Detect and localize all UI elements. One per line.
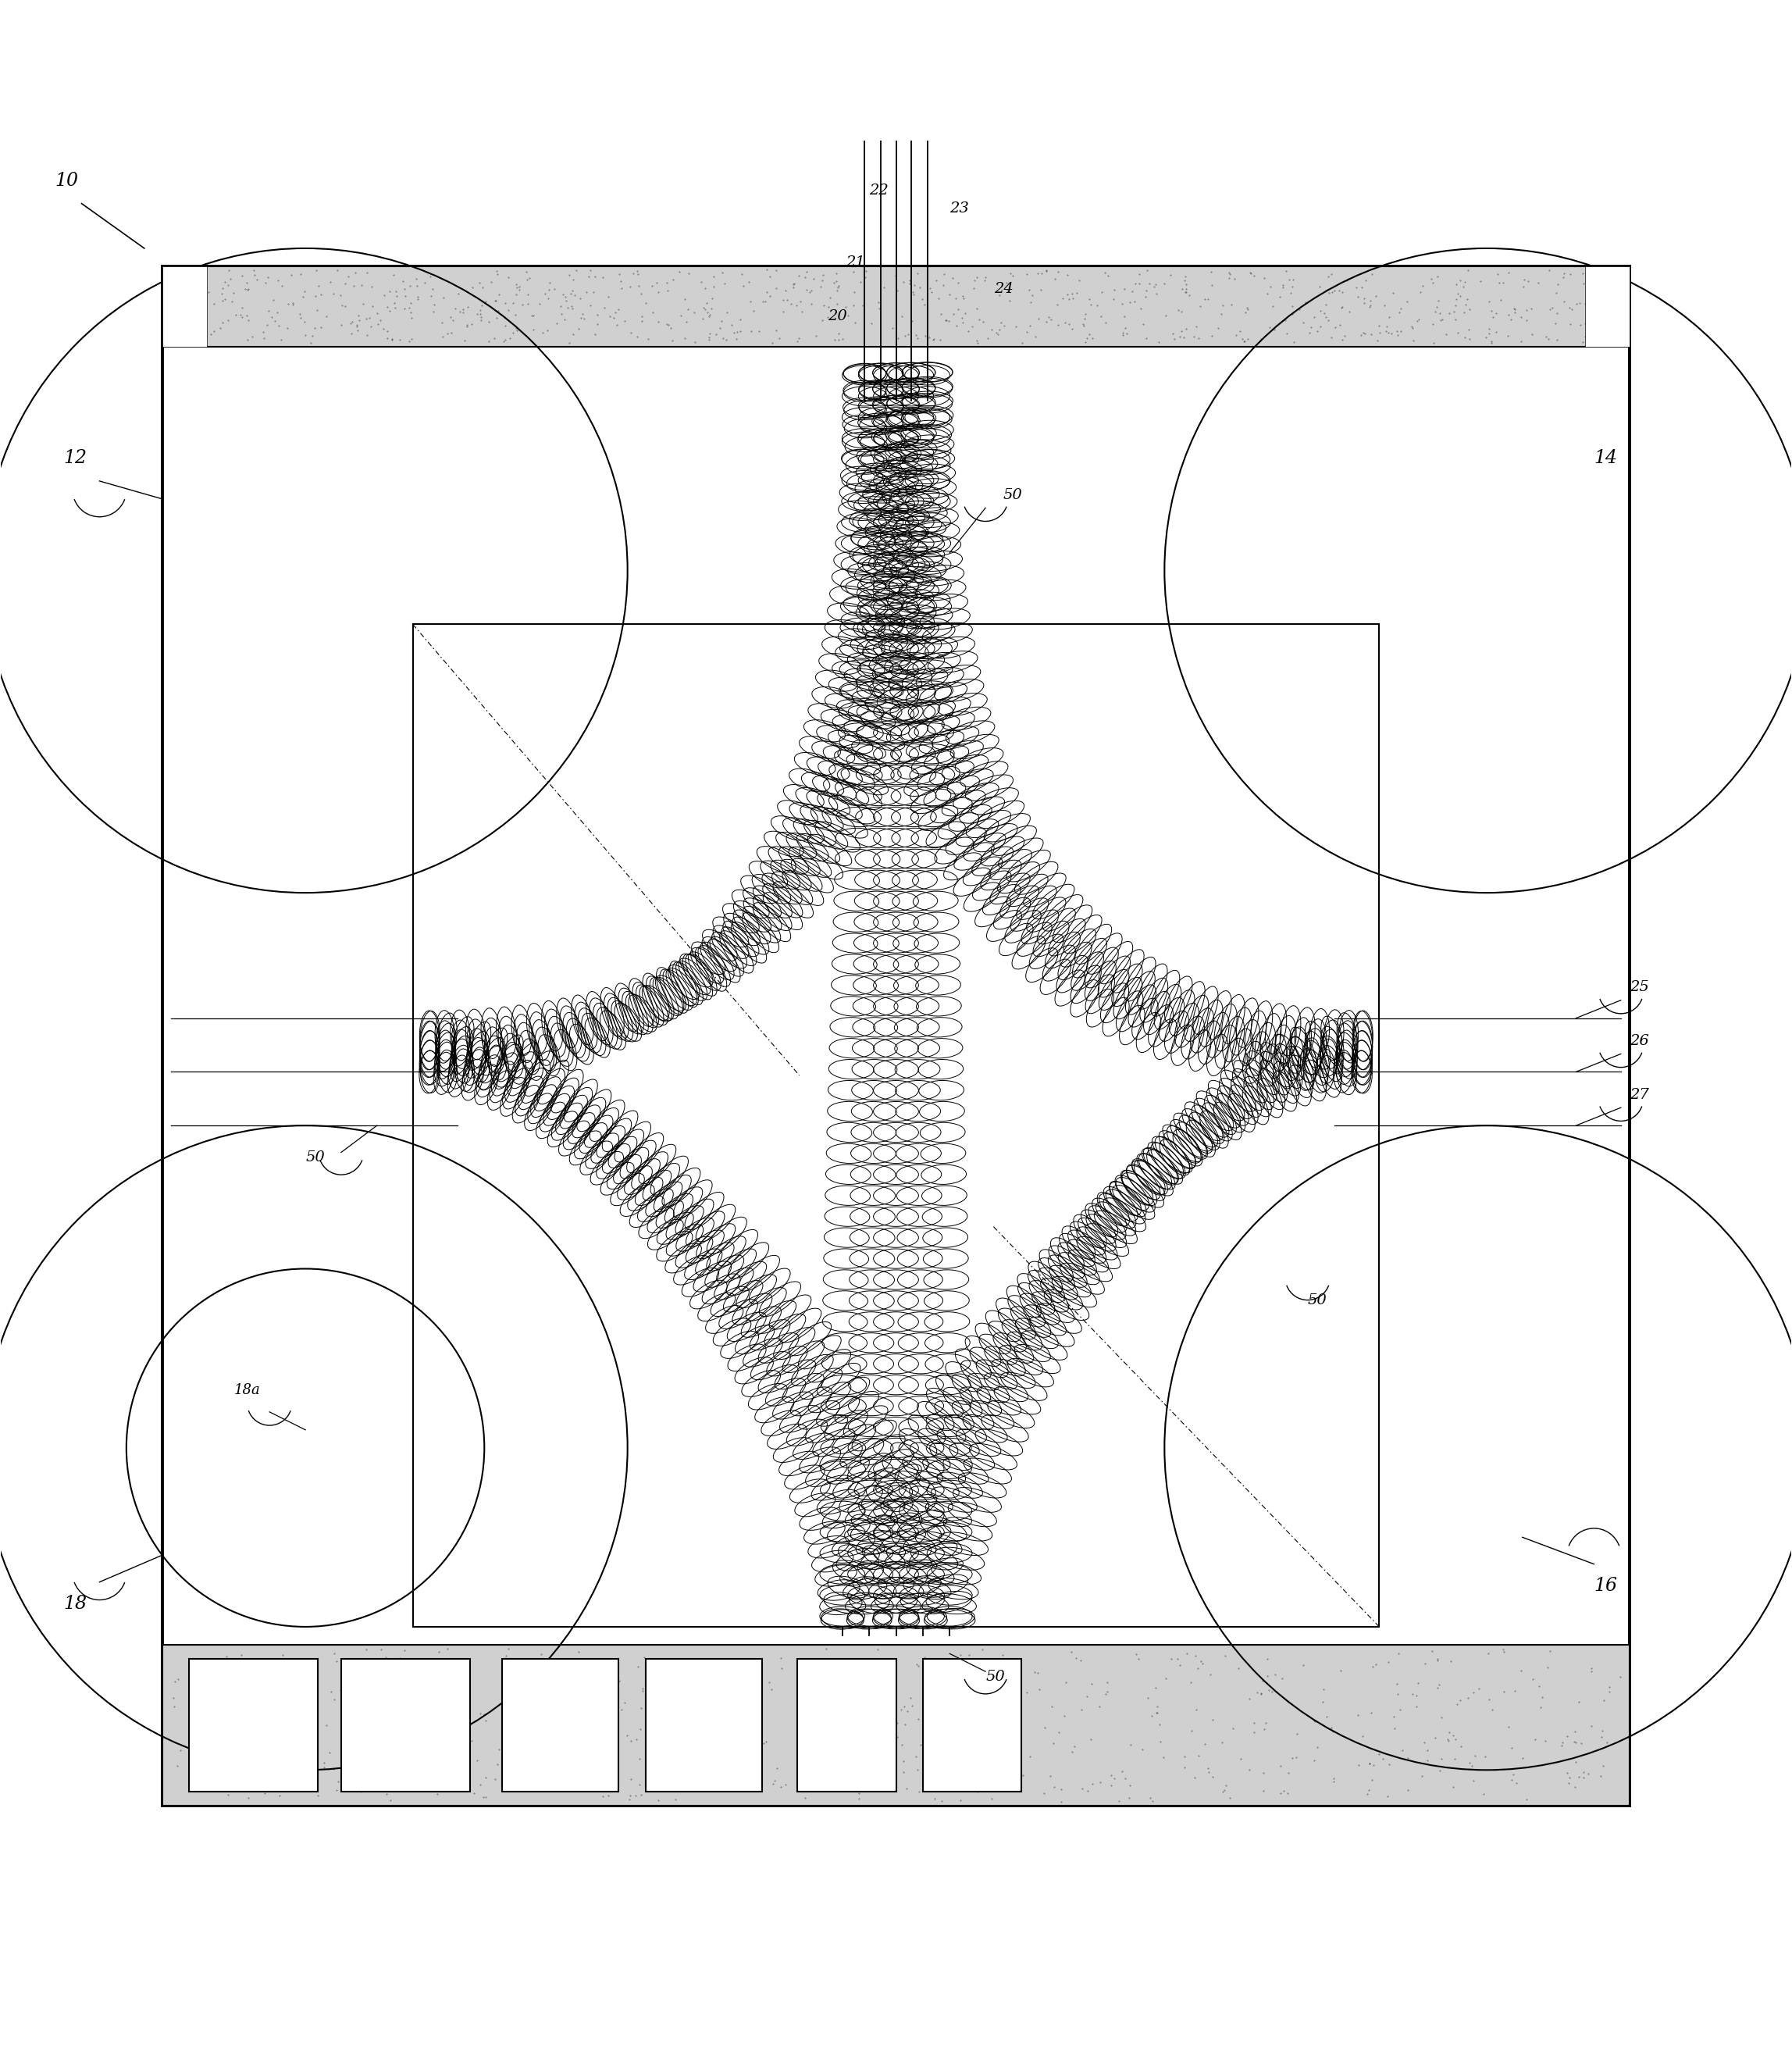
Text: 18a: 18a — [233, 1384, 260, 1397]
Text: 16: 16 — [1595, 1577, 1618, 1595]
Text: 26: 26 — [1631, 1034, 1649, 1048]
Text: 24: 24 — [995, 282, 1014, 296]
Bar — [161, 265, 1631, 1807]
Bar — [161, 265, 206, 346]
Text: 22: 22 — [869, 184, 889, 197]
Bar — [923, 1660, 1021, 1792]
Text: 50: 50 — [1308, 1293, 1328, 1307]
Text: 25: 25 — [1631, 980, 1649, 995]
Text: 50: 50 — [305, 1150, 324, 1164]
Text: 27: 27 — [1631, 1088, 1649, 1102]
Bar — [412, 624, 1380, 1627]
Bar — [161, 1645, 1631, 1807]
Text: 50: 50 — [986, 1670, 1005, 1685]
Text: 21: 21 — [846, 255, 866, 269]
Text: 14: 14 — [1595, 450, 1618, 466]
Text: 50: 50 — [1004, 489, 1023, 501]
Bar — [645, 1660, 762, 1792]
Bar — [340, 1660, 470, 1792]
Bar — [797, 1660, 896, 1792]
Text: 23: 23 — [950, 201, 969, 215]
Text: 12: 12 — [65, 450, 88, 466]
Text: 18: 18 — [65, 1595, 88, 1612]
Bar — [1586, 265, 1631, 346]
Bar — [161, 265, 1631, 346]
Text: 20: 20 — [828, 309, 848, 323]
Bar — [502, 1660, 618, 1792]
Bar — [188, 1660, 317, 1792]
Text: 10: 10 — [56, 172, 79, 189]
